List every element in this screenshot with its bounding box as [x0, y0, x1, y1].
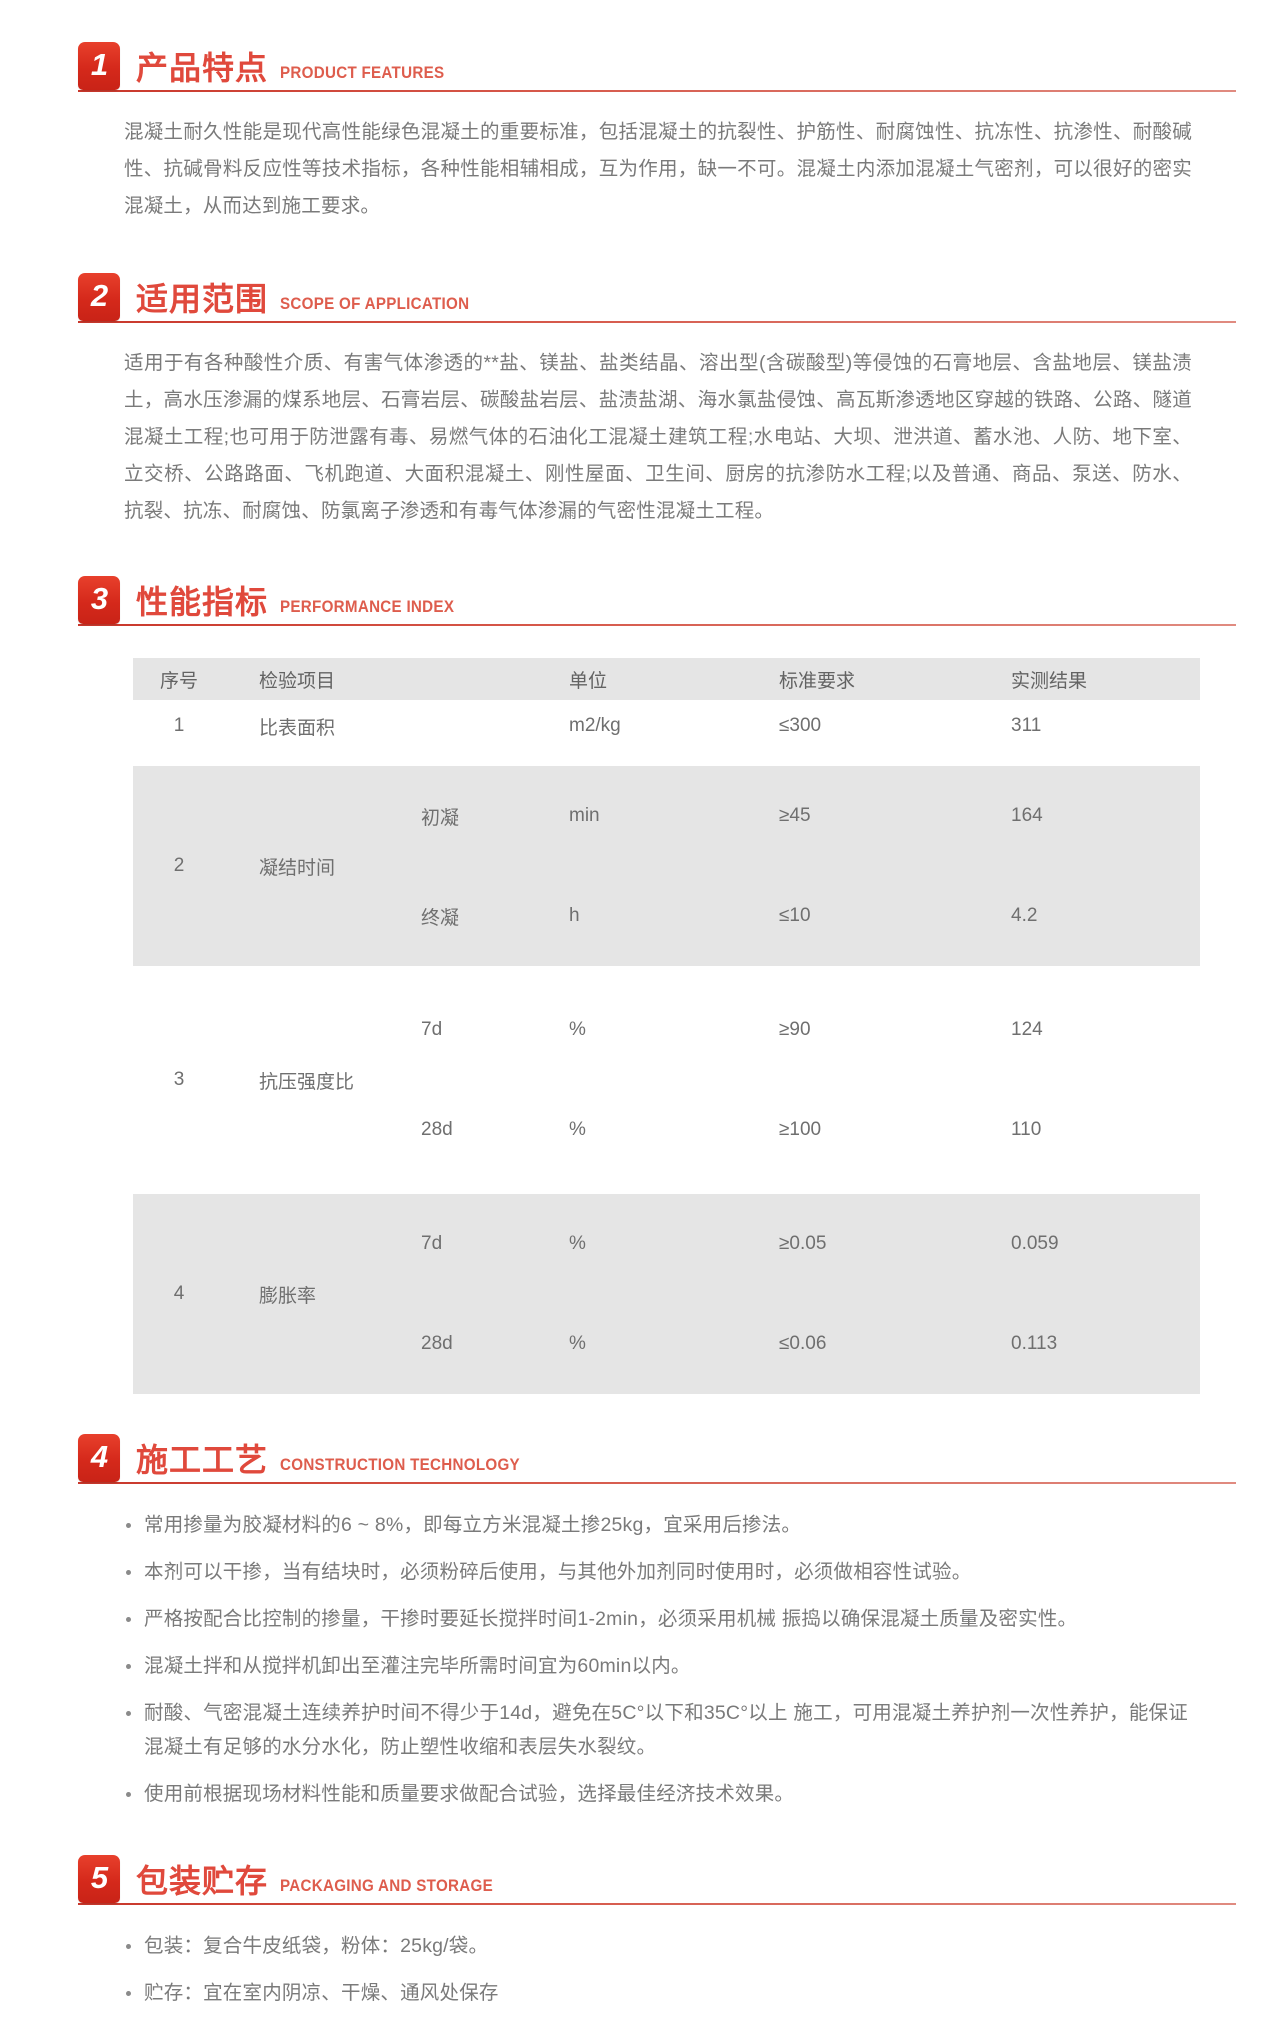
cell-standard: ≥90	[779, 980, 1011, 1080]
cell-sub: 7d	[411, 980, 569, 1080]
cell-no: 4	[133, 1194, 225, 1394]
cell-sub: 初凝	[411, 766, 569, 866]
cell-unit: %	[569, 1080, 779, 1180]
cell-unit: h	[569, 866, 779, 966]
cell-no: 1	[133, 700, 225, 752]
list-item: 贮存：宜在室内阴凉、干燥、通风处保存	[122, 1976, 1188, 2010]
table-row: 2 凝结时间 初凝 min ≥45 164	[133, 766, 1200, 966]
table-row: 4 膨胀率 7d % ≥0.05 0.059	[133, 1194, 1200, 1394]
table-header-cell-item: 检验项目	[225, 658, 411, 700]
table-header-cell-std: 标准要求	[779, 658, 1011, 700]
cell-standard: ≤300	[779, 700, 1011, 752]
cell-result: 0.113	[1011, 1294, 1200, 1394]
cell-sub: 28d	[411, 1294, 569, 1394]
section-title-en: CONSTRUCTION TECHNOLOGY	[280, 1456, 520, 1474]
list-item: 包装：复合牛皮纸袋，粉体：25kg/袋。	[122, 1929, 1188, 1963]
list-item: 使用前根据现场材料性能和质量要求做配合试验，选择最佳经济技术效果。	[122, 1777, 1188, 1811]
section-title-cn: 适用范围	[136, 281, 269, 317]
cell-unit: %	[569, 1194, 779, 1294]
section-title-cn: 施工工艺	[136, 1442, 269, 1478]
table-row: 3 抗压强度比 7d % ≥90 124	[133, 980, 1200, 1180]
section-title-en: PRODUCT FEATURES	[280, 64, 445, 82]
section-construction-technology: 4 施工工艺 CONSTRUCTION TECHNOLOGY 常用掺量为胶凝材料…	[0, 1430, 1280, 1811]
cell-standard: ≤0.06	[779, 1294, 1011, 1394]
list-item: 常用掺量为胶凝材料的6 ~ 8%，即每立方米混凝土掺25kg，宜采用后掺法。	[122, 1508, 1188, 1542]
section-title-cn: 包装贮存	[136, 1863, 269, 1899]
section-title-en: SCOPE OF APPLICATION	[280, 295, 470, 313]
cell-unit: m2/kg	[569, 700, 779, 752]
table-spacer	[133, 752, 1200, 766]
table-header-row: 序号 检验项目 单位 标准要求 实测结果	[133, 658, 1200, 700]
packaging-bullet-list: 包装：复合牛皮纸袋，粉体：25kg/袋。 贮存：宜在室内阴凉、干燥、通风处保存	[122, 1929, 1188, 2010]
cell-result: 164	[1011, 766, 1200, 866]
cell-result: 0.059	[1011, 1194, 1200, 1294]
cell-result: 4.2	[1011, 866, 1200, 966]
table-header-cell-sub	[411, 658, 569, 700]
section-product-features: 1 产品特点 PRODUCT FEATURES 混凝土耐久性能是现代高性能绿色混…	[0, 38, 1280, 225]
cell-unit: %	[569, 1294, 779, 1394]
section-number-badge: 5	[78, 1855, 120, 1903]
paragraph: 适用于有各种酸性介质、有害气体渗透的**盐、镁盐、盐类结晶、溶出型(含碳酸型)等…	[124, 352, 1192, 522]
cell-sub: 7d	[411, 1194, 569, 1294]
list-item: 本剂可以干掺，当有结块时，必须粉碎后使用，与其他外加剂同时使用时，必须做相容性试…	[122, 1555, 1188, 1589]
cell-item: 凝结时间	[225, 766, 411, 966]
cell-sub	[411, 700, 569, 752]
table-row: 1 比表面积 m2/kg ≤300 311	[133, 700, 1200, 752]
section-body: 适用于有各种酸性介质、有害气体渗透的**盐、镁盐、盐类结晶、溶出型(含碳酸型)等…	[124, 345, 1192, 530]
table-spacer	[133, 1180, 1200, 1194]
cell-sub: 28d	[411, 1080, 569, 1180]
table-header-cell-no: 序号	[133, 658, 225, 700]
table-row: 28d % ≥100 110	[133, 1080, 1200, 1180]
section-number-badge: 4	[78, 1434, 120, 1482]
list-item: 混凝土拌和从搅拌机卸出至灌注完毕所需时间宜为60min以内。	[122, 1649, 1188, 1683]
paragraph: 混凝土耐久性能是现代高性能绿色混凝土的重要标准，包括混凝土的抗裂性、护筋性、耐腐…	[124, 121, 1192, 217]
cell-standard: ≥100	[779, 1080, 1011, 1180]
section-packaging-and-storage: 5 包装贮存 PACKAGING AND STORAGE 包装：复合牛皮纸袋，粉…	[0, 1851, 1280, 2010]
cell-no: 3	[133, 980, 225, 1180]
section-number-badge: 3	[78, 576, 120, 624]
cell-unit: min	[569, 766, 779, 866]
cell-item: 比表面积	[225, 700, 411, 752]
section-scope-of-application: 2 适用范围 SCOPE OF APPLICATION 适用于有各种酸性介质、有…	[0, 269, 1280, 530]
performance-table: 序号 检验项目 单位 标准要求 实测结果 1 比表面积 m2/kg ≤300	[133, 658, 1200, 1394]
section-title-en: PERFORMANCE INDEX	[280, 598, 455, 616]
section-number-badge: 2	[78, 273, 120, 321]
cell-result: 110	[1011, 1080, 1200, 1180]
table-header-cell-unit: 单位	[569, 658, 779, 700]
section-title-cn: 产品特点	[136, 50, 269, 86]
performance-table-wrapper: 序号 检验项目 单位 标准要求 实测结果 1 比表面积 m2/kg ≤300	[133, 658, 1200, 1394]
cell-sub: 终凝	[411, 866, 569, 966]
section-heading: 4 施工工艺 CONSTRUCTION TECHNOLOGY	[78, 1430, 1236, 1484]
section-number-badge: 1	[78, 42, 120, 90]
section-body: 混凝土耐久性能是现代高性能绿色混凝土的重要标准，包括混凝土的抗裂性、护筋性、耐腐…	[124, 114, 1192, 225]
cell-item: 膨胀率	[225, 1194, 411, 1394]
cell-unit: %	[569, 980, 779, 1080]
cell-no: 2	[133, 766, 225, 966]
list-item: 耐酸、气密混凝土连续养护时间不得少于14d，避免在5C°以下和35C°以上 施工…	[122, 1696, 1188, 1764]
list-item: 严格按配合比控制的掺量，干掺时要延长搅拌时间1-2min，必须采用机械 振捣以确…	[122, 1602, 1188, 1636]
section-heading: 5 包装贮存 PACKAGING AND STORAGE	[78, 1851, 1236, 1905]
section-title-cn: 性能指标	[136, 584, 269, 620]
cell-item: 抗压强度比	[225, 980, 411, 1180]
section-performance-index: 3 性能指标 PERFORMANCE INDEX 序号 检验项目 单位 标准要求…	[0, 572, 1280, 1394]
table-row: 终凝 h ≤10 4.2	[133, 866, 1200, 966]
cell-result: 124	[1011, 980, 1200, 1080]
cell-result: 311	[1011, 700, 1200, 752]
table-spacer	[133, 966, 1200, 980]
section-heading: 3 性能指标 PERFORMANCE INDEX	[78, 572, 1236, 626]
cell-standard: ≥0.05	[779, 1194, 1011, 1294]
table-row: 28d % ≤0.06 0.113	[133, 1294, 1200, 1394]
table-header-cell-result: 实测结果	[1011, 658, 1200, 700]
cell-standard: ≤10	[779, 866, 1011, 966]
construction-bullet-list: 常用掺量为胶凝材料的6 ~ 8%，即每立方米混凝土掺25kg，宜采用后掺法。 本…	[122, 1508, 1188, 1811]
section-heading: 1 产品特点 PRODUCT FEATURES	[78, 38, 1236, 92]
section-heading: 2 适用范围 SCOPE OF APPLICATION	[78, 269, 1236, 323]
cell-standard: ≥45	[779, 766, 1011, 866]
section-title-en: PACKAGING AND STORAGE	[280, 1877, 494, 1895]
